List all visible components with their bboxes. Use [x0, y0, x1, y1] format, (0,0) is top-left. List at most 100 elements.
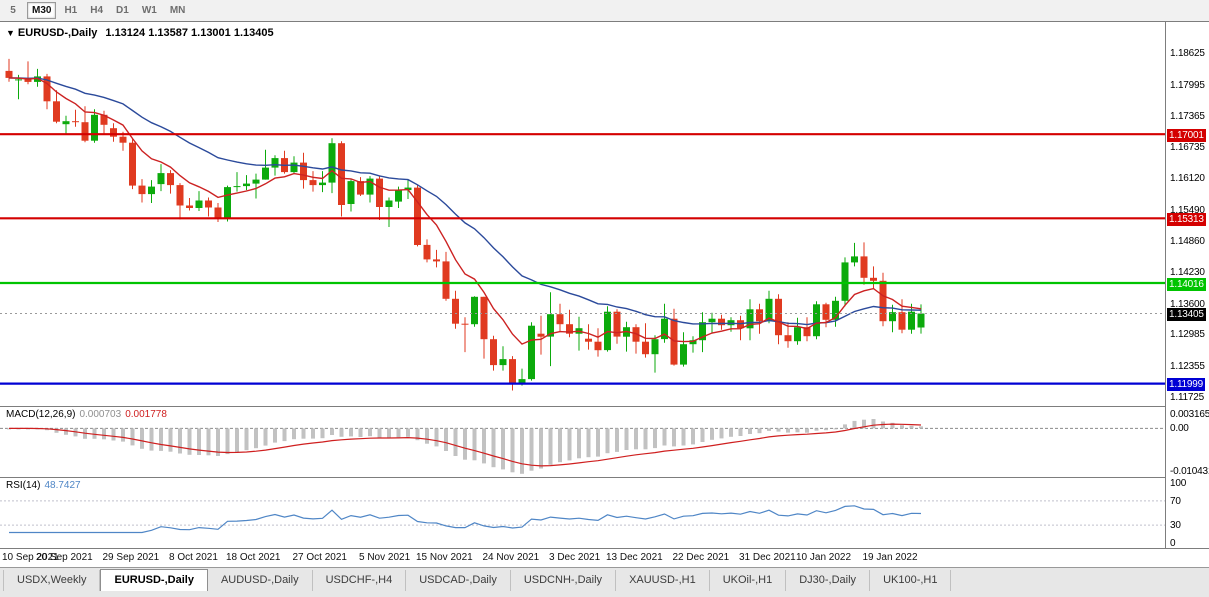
candle-body — [917, 313, 925, 328]
chart-tab-xauusd-h1[interactable]: XAUUSD-,H1 — [616, 570, 710, 591]
price-axis-label: 1.17365 — [1170, 111, 1205, 122]
symbol-dropdown-icon[interactable]: ▼ — [6, 28, 15, 38]
macd-histogram-bar — [235, 428, 239, 453]
macd-histogram-bar — [187, 428, 192, 455]
ma-fast-line — [8, 77, 922, 345]
candle-body — [309, 180, 317, 186]
chart-tab-usdchf-h4[interactable]: USDCHF-,H4 — [313, 570, 407, 591]
rsi-value: 48.7427 — [44, 480, 81, 491]
candle-body — [262, 167, 269, 180]
macd-histogram-bar — [273, 428, 277, 443]
candle-body — [832, 300, 839, 320]
candle-body — [756, 309, 763, 322]
macd-histogram-bar — [900, 425, 904, 429]
candle-body — [423, 244, 431, 260]
timeframe-button-h1[interactable]: H1 — [64, 5, 78, 16]
macd-histogram-bar — [178, 428, 182, 454]
candle-body — [376, 178, 383, 207]
candle-body — [43, 76, 51, 102]
timeframe-button-d1[interactable]: D1 — [116, 5, 129, 16]
candle-body — [651, 339, 659, 355]
chart-tab-usdcad-daily[interactable]: USDCAD-,Daily — [406, 570, 511, 591]
timeframe-button-mn[interactable]: MN — [169, 5, 186, 16]
macd-histogram-bar — [121, 428, 125, 442]
timeframe-button-h4[interactable]: H4 — [90, 5, 104, 16]
macd-signal-line — [9, 423, 922, 467]
rsi-axis-label: 70 — [1170, 495, 1181, 507]
date-label: 3 Dec 2021 — [549, 552, 601, 563]
candle-body — [442, 261, 450, 299]
candle-body — [319, 182, 326, 186]
macd-histogram-bar — [748, 428, 752, 434]
date-label: 20 Sep 2021 — [36, 552, 93, 563]
candle-body — [72, 121, 79, 123]
ma-slow-line — [8, 77, 922, 326]
timeframe-button-m30[interactable]: M30 — [27, 2, 57, 19]
macd-histogram-bar — [719, 428, 724, 439]
macd-histogram-bar — [301, 428, 306, 439]
candle-body — [461, 323, 469, 325]
chart-tab-usdx-weekly[interactable]: USDX,Weekly — [3, 570, 101, 591]
candle-body — [803, 327, 811, 337]
date-label: 5 Nov 2021 — [359, 552, 411, 563]
candle-body — [119, 136, 127, 143]
macd-histogram-bar — [662, 428, 667, 446]
current-price-chip: 1.13405 — [1167, 308, 1206, 321]
chart-tab-dj30-daily[interactable]: DJ30-,Daily — [786, 570, 871, 591]
macd-histogram-bar — [330, 428, 334, 435]
time-axis[interactable]: 10 Sep 2021 20 Sep 2021 29 Sep 2021 8 Oct 2… — [0, 548, 1209, 567]
rsi-axis-label: 100 — [1170, 477, 1187, 489]
macd-histogram-bar — [558, 428, 562, 463]
macd-histogram-bar — [434, 428, 439, 447]
price-level-chip: 1.17001 — [1167, 128, 1206, 142]
macd-histogram-bar — [624, 428, 629, 450]
price-axis-label: 1.18625 — [1170, 48, 1205, 60]
candle-body — [898, 312, 906, 330]
macd-histogram-bar — [254, 428, 258, 449]
candle-body — [357, 181, 364, 195]
macd-histogram-bar — [738, 428, 743, 436]
candle-body — [594, 341, 602, 351]
candle-body — [81, 122, 89, 141]
macd-histogram-bar — [672, 428, 676, 447]
candle-body — [338, 143, 345, 205]
macd-histogram-bar — [919, 426, 923, 429]
macd-histogram-bar — [567, 428, 572, 461]
macd-panel[interactable]: MACD(12,26,9) 0.000703 0.001778 — [0, 406, 1165, 477]
chart-tab-ukoil-h1[interactable]: UKOil-,H1 — [710, 570, 787, 591]
macd-histogram-bar — [577, 428, 581, 459]
chart-tab-audusd-daily[interactable]: AUDUSD-,Daily — [208, 570, 313, 591]
candle-body — [822, 304, 830, 320]
price-axis[interactable]: 1.18625 1.17995 1.17365 1.16735 1.16120 1.154… — [1165, 21, 1209, 549]
macd-histogram-bar — [767, 428, 771, 431]
price-axis-label: 1.14230 — [1170, 267, 1205, 279]
macd-histogram-bar — [216, 428, 220, 456]
chart-tab-eurusd-daily[interactable]: EURUSD-,Daily — [100, 569, 208, 591]
candle-body — [176, 185, 184, 206]
candle-body — [585, 338, 592, 342]
macd-histogram-bar — [653, 428, 657, 449]
timeframe-button-w1[interactable]: W1 — [141, 5, 157, 16]
macd-histogram-bar — [710, 428, 714, 440]
date-label: 31 Dec 2021 — [739, 552, 796, 563]
macd-histogram-bar — [320, 428, 325, 439]
candle-body — [243, 183, 250, 187]
macd-histogram-bar — [396, 428, 401, 438]
rsi-panel[interactable]: RSI(14) 48.7427 — [0, 477, 1165, 548]
candle-body — [385, 200, 393, 207]
candle-body — [15, 79, 22, 81]
candle-body — [24, 79, 32, 82]
timeframe-button-5[interactable]: 5 — [10, 5, 16, 16]
macd-histogram-bar — [130, 428, 135, 446]
candle-body — [556, 314, 564, 325]
macd-histogram-bar — [786, 428, 790, 433]
chart-tab-uk100-h1[interactable]: UK100-,H1 — [870, 570, 952, 591]
chart-tab-usdcnh-daily[interactable]: USDCNH-,Daily — [511, 570, 617, 591]
macd-histogram-bar — [634, 428, 638, 450]
macd-indicator-label: MACD(12,26,9) 0.000703 0.001778 — [6, 409, 171, 420]
price-axis-label: 1.11725 — [1170, 392, 1205, 404]
candle-body — [433, 259, 440, 262]
macd-histogram-bar — [833, 428, 838, 430]
main-chart-panel[interactable]: ▼ EURUSD-,Daily 1.13124 1.13587 1.13001 1.… — [0, 21, 1165, 406]
candle-body — [186, 205, 193, 208]
